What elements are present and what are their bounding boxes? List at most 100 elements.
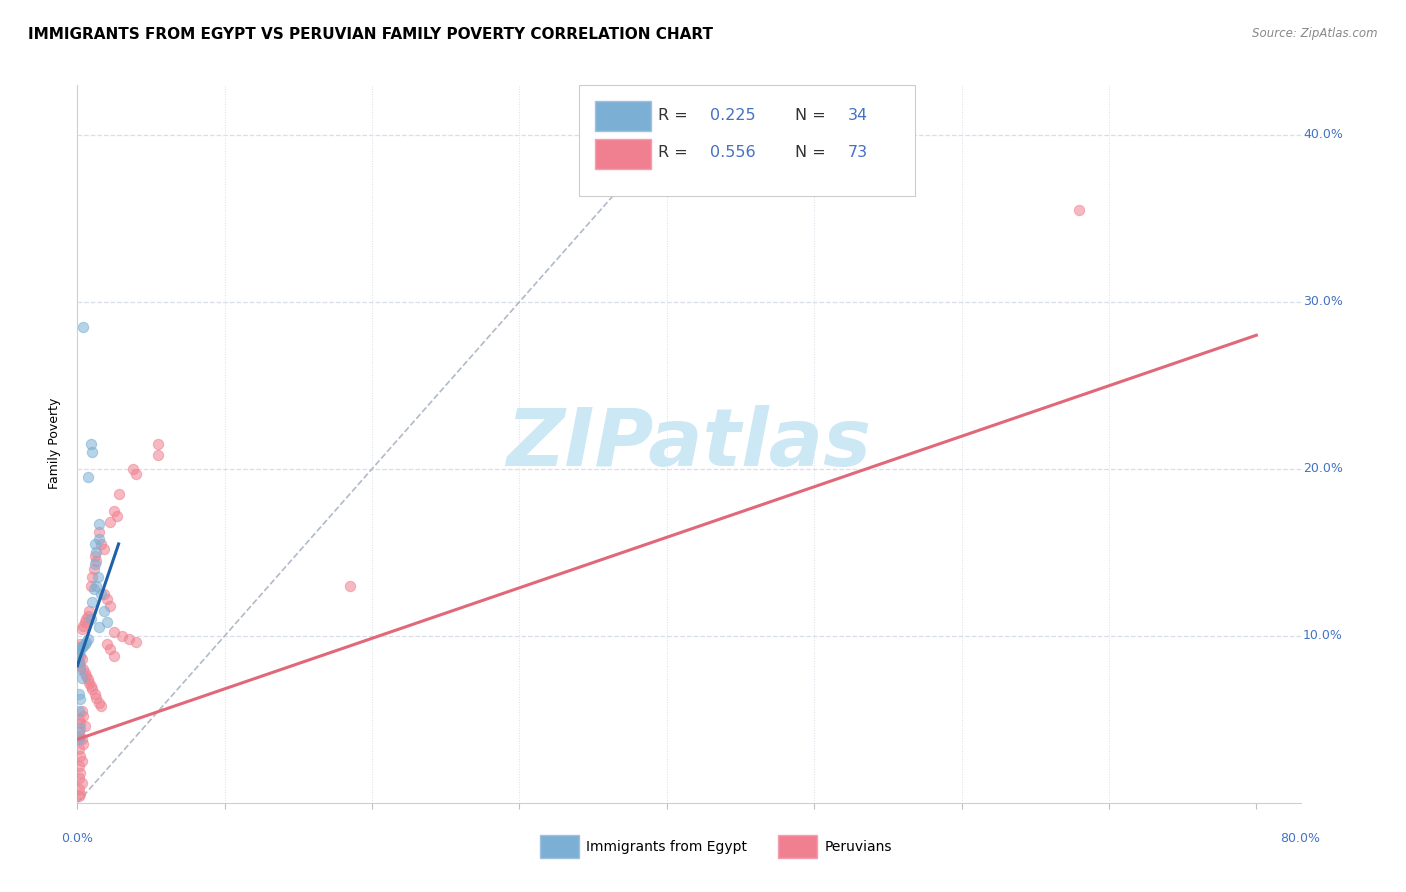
Point — [96, 592, 118, 607]
Point — [105, 508, 128, 523]
Point — [98, 642, 121, 657]
Point — [84, 549, 107, 563]
Point — [84, 557, 107, 571]
FancyBboxPatch shape — [595, 138, 651, 169]
Point — [76, 470, 98, 484]
Point — [67, 782, 90, 797]
Point — [80, 682, 103, 697]
Point — [67, 759, 90, 773]
Point — [67, 644, 90, 658]
Text: 73: 73 — [848, 145, 868, 161]
Point — [79, 612, 101, 626]
Point — [69, 662, 91, 676]
Point — [83, 582, 105, 596]
Point — [67, 724, 90, 739]
Point — [89, 620, 111, 634]
Point — [69, 715, 91, 730]
Point — [67, 712, 90, 726]
Point — [80, 570, 103, 584]
Point — [80, 595, 103, 609]
Point — [86, 579, 108, 593]
Point — [76, 608, 98, 623]
Text: ZIPatlas: ZIPatlas — [506, 405, 872, 483]
Text: Source: ZipAtlas.com: Source: ZipAtlas.com — [1253, 27, 1378, 40]
Point — [69, 765, 91, 780]
Y-axis label: Family Poverty: Family Poverty — [48, 398, 60, 490]
Text: Immigrants from Egypt: Immigrants from Egypt — [586, 839, 747, 854]
Point — [87, 570, 110, 584]
Point — [98, 515, 121, 529]
Point — [79, 679, 101, 693]
Point — [70, 671, 93, 685]
Point — [125, 467, 148, 481]
Point — [70, 652, 93, 666]
Point — [72, 737, 94, 751]
Point — [90, 537, 112, 551]
Point — [70, 732, 93, 747]
Point — [148, 449, 170, 463]
Text: R =: R = — [658, 108, 693, 123]
Point — [93, 541, 115, 556]
Point — [67, 687, 90, 701]
Point — [70, 776, 93, 790]
Text: 0.0%: 0.0% — [62, 831, 93, 845]
Point — [122, 462, 145, 476]
Point — [84, 537, 107, 551]
Point — [89, 696, 111, 710]
Point — [107, 487, 129, 501]
Point — [67, 646, 90, 660]
Point — [89, 532, 111, 546]
Point — [67, 742, 90, 756]
Point — [70, 704, 93, 718]
Point — [72, 619, 94, 633]
Text: 34: 34 — [848, 108, 868, 123]
Point — [67, 789, 90, 804]
Point — [69, 648, 91, 663]
Point — [96, 637, 118, 651]
Point — [72, 319, 94, 334]
Text: 40.0%: 40.0% — [1303, 128, 1343, 141]
Point — [67, 656, 90, 670]
Point — [77, 604, 100, 618]
Point — [89, 516, 111, 531]
Point — [67, 646, 90, 660]
Point — [90, 587, 112, 601]
Point — [69, 721, 91, 735]
Point — [67, 771, 90, 785]
Text: N =: N = — [796, 145, 831, 161]
Point — [73, 637, 96, 651]
FancyBboxPatch shape — [595, 102, 651, 131]
Point — [72, 662, 94, 676]
Point — [69, 749, 91, 764]
Point — [98, 599, 121, 613]
Point — [89, 525, 111, 540]
Point — [67, 732, 90, 747]
Text: R =: R = — [658, 145, 693, 161]
Point — [86, 690, 108, 705]
Point — [96, 615, 118, 630]
Point — [67, 640, 90, 655]
Point — [103, 503, 125, 517]
Text: N =: N = — [796, 108, 831, 123]
Point — [75, 669, 97, 683]
Text: 10.0%: 10.0% — [1303, 630, 1343, 642]
Point — [72, 709, 94, 723]
FancyBboxPatch shape — [779, 835, 817, 858]
FancyBboxPatch shape — [540, 835, 579, 858]
Point — [339, 579, 361, 593]
Point — [90, 698, 112, 713]
Point — [118, 632, 141, 647]
Point — [86, 545, 108, 559]
FancyBboxPatch shape — [579, 85, 915, 196]
Point — [76, 632, 98, 647]
Point — [84, 687, 107, 701]
Point — [103, 625, 125, 640]
Text: Peruvians: Peruvians — [825, 839, 893, 854]
Point — [70, 622, 93, 636]
Point — [69, 788, 91, 802]
Point — [93, 587, 115, 601]
Text: 30.0%: 30.0% — [1303, 295, 1343, 309]
Text: IMMIGRANTS FROM EGYPT VS PERUVIAN FAMILY POVERTY CORRELATION CHART: IMMIGRANTS FROM EGYPT VS PERUVIAN FAMILY… — [28, 27, 713, 42]
Point — [73, 719, 96, 733]
Point — [83, 562, 105, 576]
